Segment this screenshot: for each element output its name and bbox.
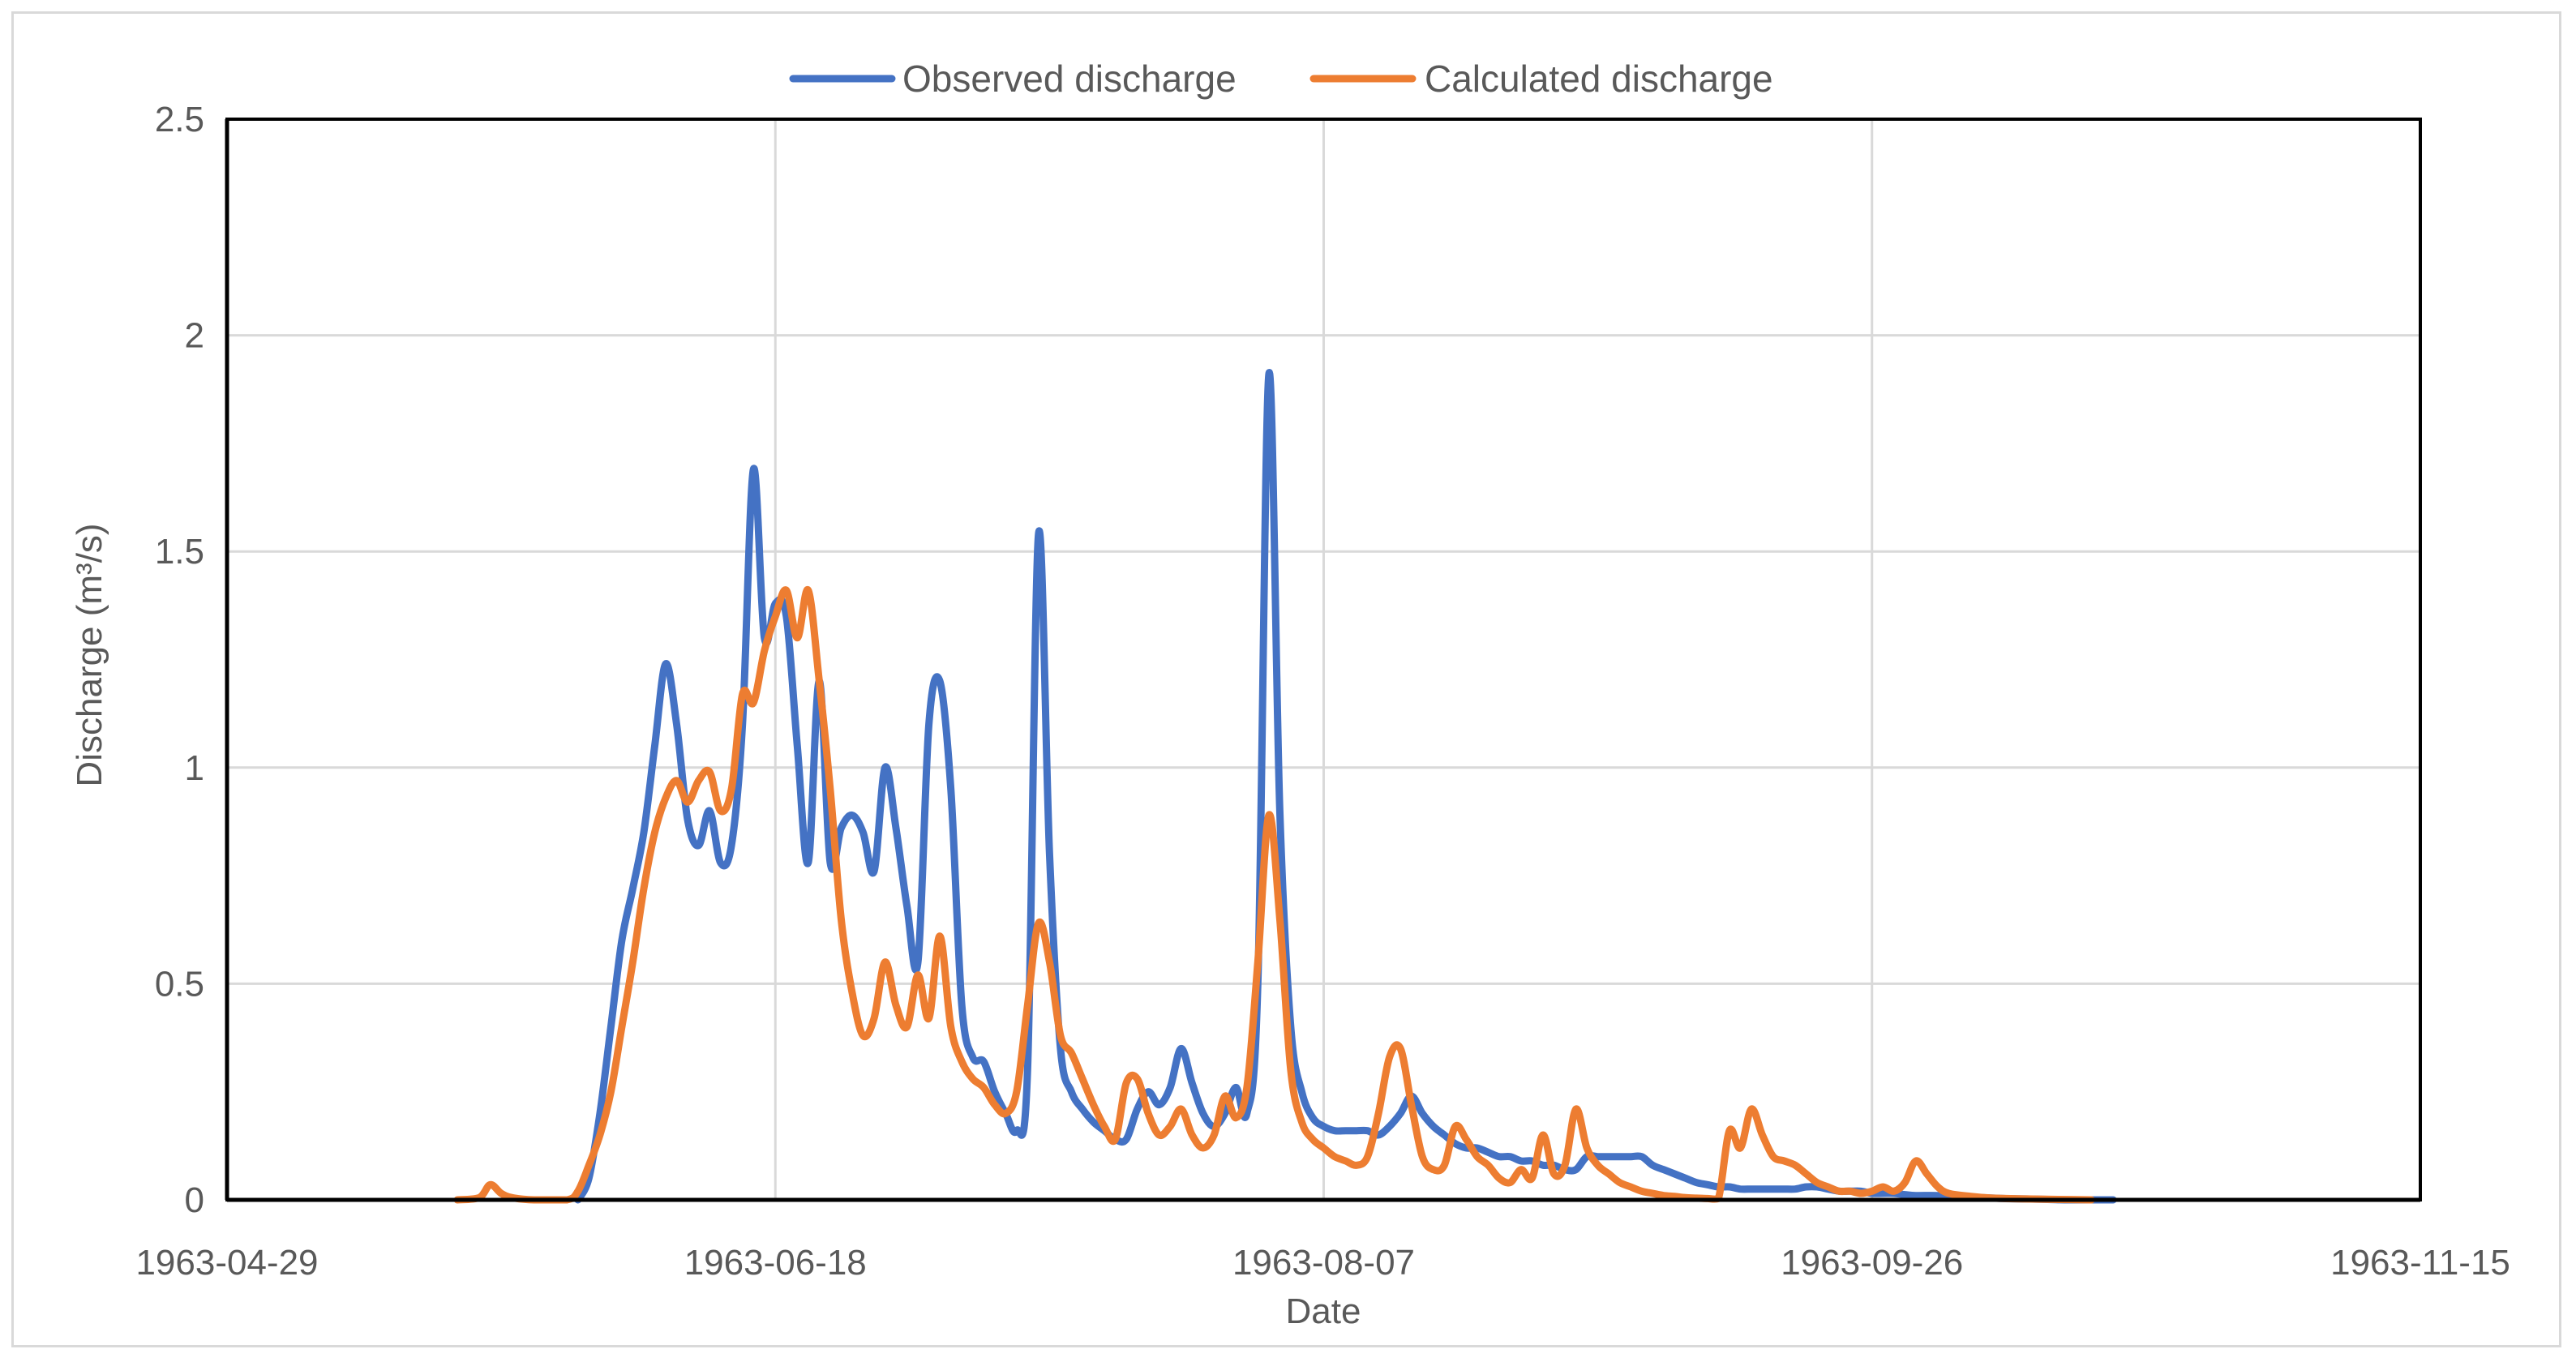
y-tick-label: 2.5	[155, 100, 204, 139]
x-tick-label: 1963-08-07	[1232, 1243, 1415, 1283]
series-lines	[453, 369, 2117, 1204]
y-tick-label: 1	[185, 748, 204, 788]
y-tick-label: 0	[185, 1180, 204, 1220]
y-axis-title: Discharge (m³/s)	[70, 523, 109, 786]
x-tick-label: 1963-11-15	[2330, 1243, 2510, 1283]
series-line-calculated	[453, 586, 2095, 1204]
legend: Observed discharge Calculated discharge	[789, 58, 1773, 100]
x-tick-label: 1963-06-18	[684, 1243, 867, 1283]
axes: 0 0.5 1 1.5 2 2.5 1963-04-29 1963-06-18 1963-08-…	[135, 100, 2510, 1283]
y-tick-label: 2	[185, 316, 204, 356]
legend-label-observed: Observed discharge	[902, 58, 1237, 100]
y-tick-label: 0.5	[155, 964, 204, 1004]
legend-label-calculated: Calculated discharge	[1425, 58, 1773, 100]
chart-frame	[11, 11, 2561, 1347]
gridlines	[227, 119, 2420, 1200]
x-tick-label: 1963-09-26	[1781, 1243, 1963, 1283]
x-tick-label: 1963-04-29	[135, 1243, 318, 1283]
y-tick-label: 1.5	[155, 532, 204, 572]
x-axis-title: Date	[1286, 1291, 1361, 1331]
series-line-observed	[574, 369, 2117, 1204]
